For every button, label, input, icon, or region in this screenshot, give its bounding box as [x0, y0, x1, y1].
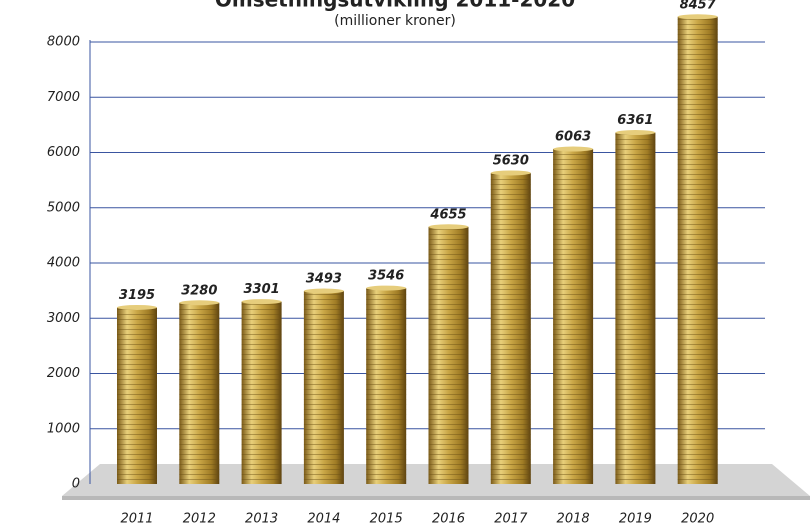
value-label: 3493: [306, 272, 342, 287]
bar-texture: [615, 132, 656, 484]
y-tick-label: 3000: [47, 311, 80, 326]
bar-texture: [553, 149, 594, 484]
x-tick-label: 2013: [245, 512, 278, 527]
bar-texture: [303, 291, 344, 484]
x-tick-label: 2014: [307, 512, 340, 527]
x-tick-label: 2020: [681, 512, 714, 527]
bar-top: [366, 285, 407, 291]
x-tick-label: 2011: [120, 512, 153, 527]
bar-texture: [677, 16, 718, 484]
x-tick-label: 2017: [494, 512, 528, 527]
value-label: 8457: [680, 0, 717, 12]
bar-texture: [117, 307, 157, 484]
bar-top: [117, 304, 157, 310]
y-tick-label: 6000: [47, 145, 80, 160]
bar-texture: [366, 288, 407, 484]
bar-texture: [179, 302, 220, 484]
chart-title: Omsetningsutvikling 2011-2020: [215, 0, 575, 12]
x-tick-label: 2019: [619, 512, 652, 527]
bar-texture: [241, 301, 282, 484]
x-tick-label: 2016: [432, 512, 465, 527]
y-tick-label: 0: [72, 477, 80, 492]
chart-subtitle: (millioner kroner): [334, 13, 456, 29]
x-tick-label: 2012: [183, 512, 216, 527]
value-label: 3301: [244, 282, 280, 297]
value-label: 3280: [181, 283, 217, 298]
y-tick-label: 7000: [47, 90, 80, 105]
x-tick-label: 2015: [370, 512, 403, 527]
bar-texture: [428, 226, 469, 484]
x-tick-label: 2018: [557, 512, 590, 527]
value-label: 4655: [429, 207, 466, 222]
y-tick-label: 5000: [47, 200, 80, 215]
value-label: 3195: [119, 288, 155, 303]
bar-top: [179, 300, 220, 306]
bar-top: [677, 14, 718, 20]
bar-top: [615, 130, 656, 136]
bar-top: [303, 288, 344, 294]
y-tick-label: 1000: [47, 421, 80, 436]
bar-top: [553, 146, 594, 152]
y-tick-label: 4000: [47, 256, 80, 271]
bar-texture: [490, 172, 531, 484]
value-label: 5630: [493, 153, 529, 168]
y-tick-label: 8000: [47, 35, 80, 50]
bar-top: [241, 299, 282, 305]
value-label: 3546: [368, 269, 404, 284]
bar-top: [490, 170, 531, 176]
floor-edge: [62, 496, 810, 500]
bar-top: [428, 224, 469, 230]
value-label: 6361: [617, 113, 653, 128]
y-tick-label: 2000: [47, 366, 80, 381]
value-label: 6063: [555, 130, 591, 145]
